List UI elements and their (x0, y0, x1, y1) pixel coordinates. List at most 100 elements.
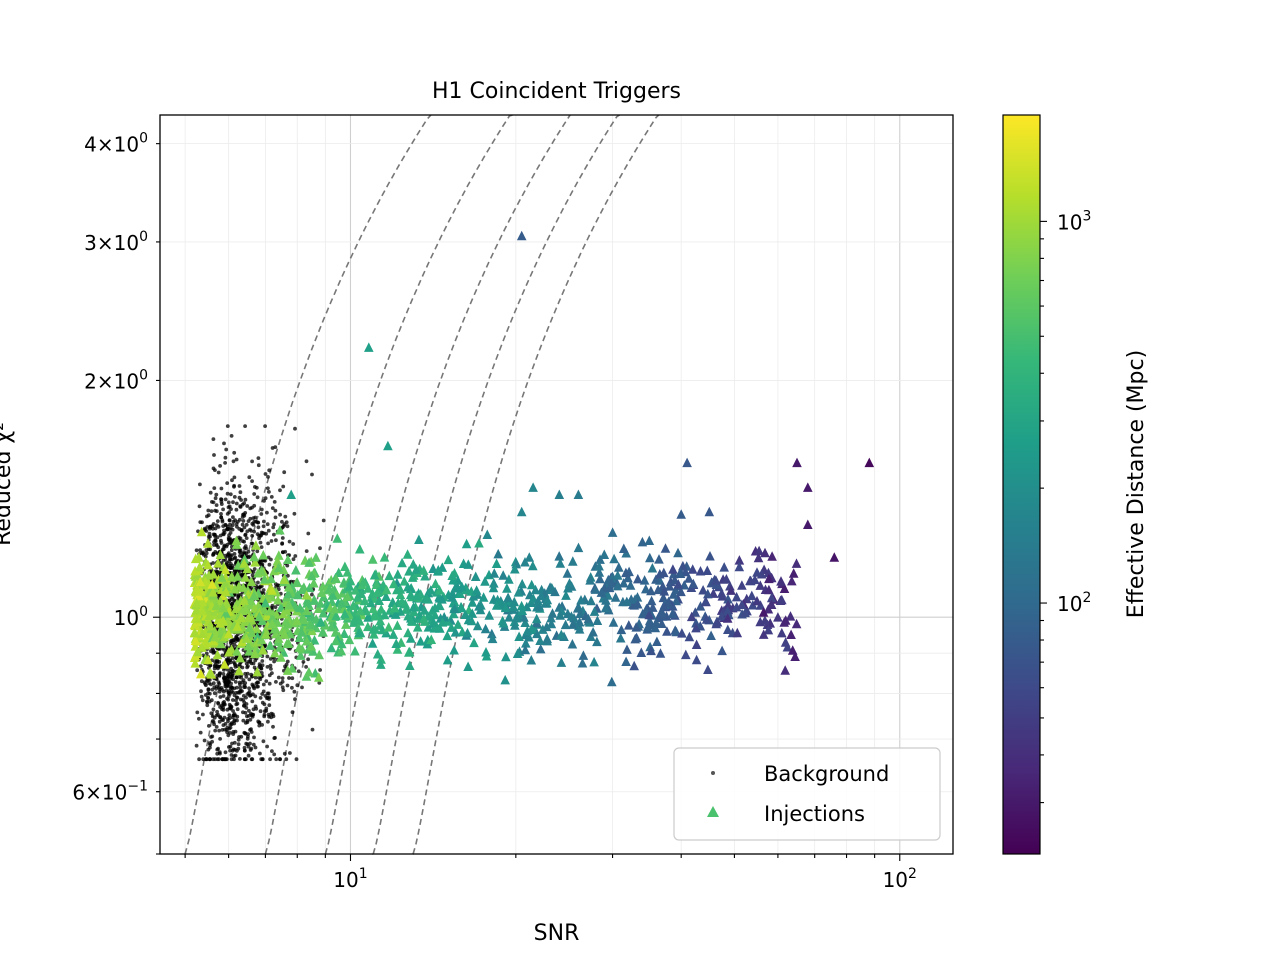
background-point (234, 457, 239, 462)
injection-point (274, 550, 284, 560)
injection-point (664, 581, 675, 591)
injection-point (631, 622, 641, 632)
injection-point (367, 638, 378, 648)
x-axis-label: SNR (534, 921, 580, 946)
injection-point (250, 557, 260, 567)
background-point (223, 684, 228, 689)
background-point (231, 677, 236, 682)
injection-point (355, 544, 365, 554)
background-point (280, 679, 285, 684)
injection-point (306, 641, 317, 651)
background-point (251, 712, 256, 717)
injection-point (369, 570, 380, 580)
injection-point (191, 597, 202, 608)
injection-point (803, 482, 813, 492)
injection-point (195, 576, 206, 587)
injection-point (388, 578, 399, 589)
injection-point (344, 581, 355, 591)
background-point (229, 562, 233, 566)
background-point (226, 536, 231, 540)
injection-point (773, 612, 783, 622)
background-point (200, 520, 204, 525)
injection-point (388, 629, 399, 639)
legend: Background Injections (673, 747, 941, 841)
background-point (237, 535, 241, 540)
injection-point (657, 607, 667, 617)
injection-point (273, 633, 284, 643)
injection-point (430, 578, 441, 589)
background-point (285, 524, 290, 529)
background-point (230, 673, 235, 678)
injection-point (723, 624, 733, 634)
background-point (239, 697, 243, 702)
background-point (227, 745, 231, 749)
injection-point (688, 578, 699, 589)
injection-point (644, 609, 654, 620)
injection-point (535, 643, 546, 654)
background-point (269, 557, 273, 562)
background-point (214, 687, 219, 691)
background-point (209, 711, 214, 716)
background-point (250, 757, 255, 762)
injection-point (624, 620, 634, 630)
injection-point (691, 618, 701, 628)
injection-point (787, 575, 797, 586)
injection-point (415, 636, 426, 646)
background-point (219, 486, 224, 491)
background-point (227, 726, 232, 731)
injection-point (491, 558, 502, 568)
background-point (205, 514, 209, 519)
background-point (253, 704, 258, 709)
background-point (293, 697, 297, 702)
injection-point (250, 648, 260, 659)
injection-point (684, 573, 694, 583)
injection-point (500, 674, 510, 685)
background-point (232, 721, 237, 726)
injection-point (655, 569, 665, 579)
injection-point (717, 645, 727, 656)
injection-point (196, 526, 207, 537)
injection-point (648, 602, 658, 612)
background-point (204, 683, 208, 688)
injection-point (541, 621, 552, 632)
injection-point (221, 586, 231, 597)
injection-point (358, 576, 369, 587)
injection-point (448, 608, 459, 619)
injection-point (512, 648, 523, 658)
background-point (239, 592, 243, 597)
injection-point (467, 608, 478, 618)
injection-point (317, 627, 328, 637)
injection-point (740, 607, 750, 618)
background-point (197, 757, 202, 762)
background-point (224, 447, 229, 452)
injection-point (675, 568, 686, 578)
injection-point (790, 651, 800, 661)
background-point (250, 573, 255, 578)
injection-point (484, 610, 495, 620)
background-point (244, 661, 249, 666)
injection-point (411, 564, 422, 574)
injection-point (723, 594, 733, 604)
background-point (225, 645, 230, 650)
injection-point (764, 573, 774, 584)
injection-point (590, 584, 601, 594)
background-point (207, 531, 212, 536)
injection-point (516, 600, 527, 611)
injection-point (203, 654, 213, 665)
background-point (252, 735, 256, 740)
background-point (280, 536, 285, 540)
background-point (234, 522, 239, 526)
injection-point (213, 558, 223, 568)
injection-point (462, 627, 473, 638)
injection-point (383, 622, 394, 632)
background-point (223, 750, 228, 755)
injection-point (282, 619, 293, 629)
background-point (242, 539, 247, 544)
background-point (204, 757, 209, 762)
background-point (263, 694, 268, 698)
chart-title: H1 Coincident Triggers (432, 79, 681, 104)
background-point (294, 757, 299, 762)
background-point (227, 680, 231, 684)
injection-point (542, 633, 552, 644)
background-point (215, 519, 220, 523)
